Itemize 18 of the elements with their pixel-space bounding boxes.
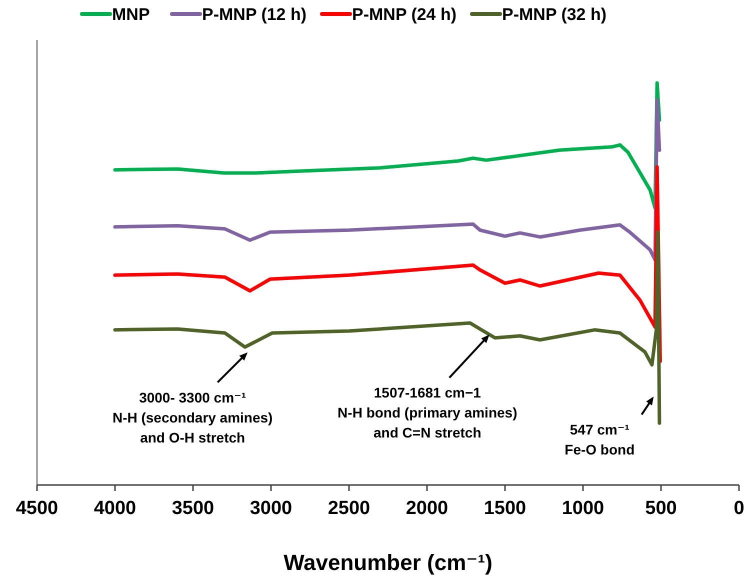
annotation: 547 cm⁻¹ Fe-O bond — [564, 422, 635, 458]
x-tick-label: 4500 — [16, 498, 58, 519]
legend-label: MNP — [112, 5, 150, 24]
x-tick-label: 1500 — [484, 498, 526, 519]
x-axis-title: Wavenumber (cm⁻¹) — [284, 550, 492, 575]
x-tick-label: 3500 — [172, 498, 214, 519]
legend-label: P-MNP (12 h) — [202, 5, 307, 24]
x-tick-label: 1000 — [562, 498, 604, 519]
annotation: 1507-1681 cm−1 N-H bond (primary amines) and C=N stretch — [338, 384, 518, 441]
x-tick-label: 3000 — [250, 498, 292, 519]
x-tick-label: 4000 — [94, 498, 136, 519]
annotation: 3000- 3300 cm⁻¹ N-H (secondary amines) and O-H stretch — [112, 389, 273, 446]
x-tick-label: 2500 — [328, 498, 370, 519]
x-tick-label: 500 — [645, 498, 677, 519]
x-tick-label: 0 — [734, 498, 744, 519]
legend-label: P-MNP (32 h) — [502, 5, 607, 24]
legend-label: P-MNP (24 h) — [352, 5, 457, 24]
x-tick-label: 2000 — [406, 498, 448, 519]
